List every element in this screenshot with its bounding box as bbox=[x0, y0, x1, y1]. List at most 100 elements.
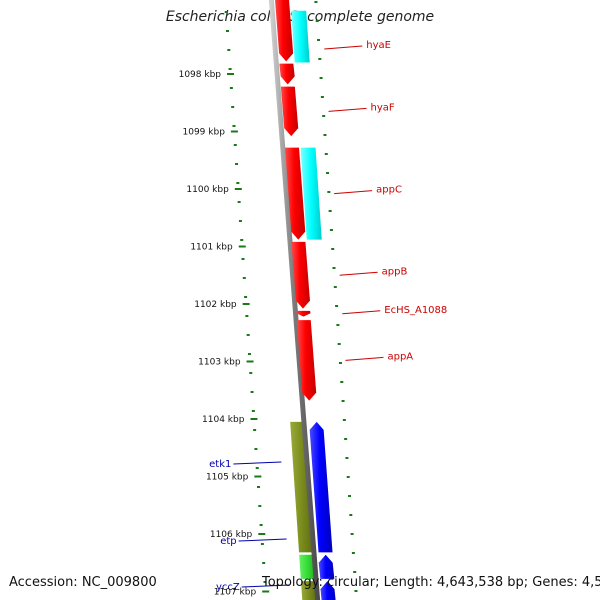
accession-text: Accession: NC_009800 bbox=[9, 575, 157, 590]
gene-forward bbox=[275, 0, 294, 62]
scale-tick-label: 1100 kbp bbox=[186, 185, 229, 195]
ruler-dot bbox=[233, 144, 237, 146]
ruler-dot bbox=[241, 258, 245, 260]
label-leader bbox=[342, 310, 381, 315]
ruler-dot bbox=[260, 543, 264, 545]
gene-forward bbox=[296, 320, 317, 401]
ruler-dot bbox=[350, 533, 354, 535]
label-leader bbox=[328, 107, 367, 112]
ruler-dot bbox=[337, 343, 341, 345]
ruler-dot bbox=[240, 239, 244, 241]
ruler-dot bbox=[315, 20, 319, 22]
ruler-dot bbox=[262, 562, 266, 564]
ruler-dot bbox=[345, 457, 349, 459]
ruler-dot bbox=[314, 1, 318, 3]
ruler-dot bbox=[336, 324, 340, 326]
gene-label: appA bbox=[387, 351, 413, 362]
ruler-dot bbox=[245, 315, 249, 317]
cds-block bbox=[291, 10, 310, 63]
ruler-dot bbox=[224, 11, 228, 13]
gene-label: appC bbox=[376, 185, 402, 196]
ruler-dot bbox=[326, 172, 330, 174]
ruler-dot bbox=[331, 248, 335, 250]
ruler-dot bbox=[247, 353, 251, 355]
ruler-dot bbox=[328, 210, 332, 212]
ruler-dot bbox=[322, 115, 326, 117]
ruler-dot bbox=[255, 467, 259, 469]
scale-tick-label: 1106 kbp bbox=[210, 530, 253, 540]
ruler-dot bbox=[254, 448, 258, 450]
ruler-dot bbox=[346, 476, 350, 478]
ruler-dot bbox=[246, 334, 250, 336]
ruler-dot bbox=[231, 106, 235, 108]
cds-track bbox=[290, 10, 322, 600]
ruler-dot bbox=[342, 419, 346, 421]
gene-label: hyaF bbox=[371, 102, 395, 113]
gene-forward bbox=[280, 86, 299, 137]
ruler-dot bbox=[344, 438, 348, 440]
ruler-dot bbox=[235, 163, 239, 165]
label-leader bbox=[324, 45, 363, 50]
ruler-dot bbox=[317, 39, 321, 41]
ruler-dot bbox=[227, 49, 231, 51]
ruler-dot bbox=[238, 220, 242, 222]
cds-block bbox=[300, 147, 322, 240]
ruler-dot bbox=[351, 552, 355, 554]
cds-block bbox=[299, 554, 316, 579]
ruler-dot bbox=[341, 400, 345, 402]
gene-forward bbox=[285, 147, 306, 240]
gene-forward bbox=[296, 310, 311, 317]
gene-label: etp bbox=[220, 536, 236, 547]
ruler-dot bbox=[329, 229, 333, 231]
ruler-dot bbox=[263, 581, 267, 583]
ruler-dot bbox=[253, 429, 257, 431]
gene-reverse bbox=[318, 554, 335, 579]
scale-tick-label: 1105 kbp bbox=[206, 473, 249, 483]
ruler-dot bbox=[348, 495, 352, 497]
scale-tick-label: 1099 kbp bbox=[183, 128, 226, 138]
scale-tick-label: 1102 kbp bbox=[194, 300, 237, 310]
label-leader bbox=[238, 538, 287, 542]
ruler-dot bbox=[323, 134, 327, 136]
genome-summary: Topology: circular; Length: 4,643,538 bp… bbox=[262, 575, 600, 590]
ruler-dot bbox=[236, 182, 240, 184]
ruler-dot bbox=[340, 381, 344, 383]
ruler-dot bbox=[249, 372, 253, 374]
scale-ticks: 1098 kbp 1099 kbp 1100 kbp 1101 kbp 1102 kbp… bbox=[179, 70, 270, 598]
gene-label: etk1 bbox=[209, 459, 231, 470]
gene-forward bbox=[279, 63, 295, 85]
ruler-dot bbox=[327, 191, 331, 193]
ruler-dot bbox=[257, 486, 261, 488]
ruler-dot bbox=[237, 201, 241, 203]
label-leader bbox=[345, 356, 384, 361]
ruler-dot bbox=[320, 96, 324, 98]
gene-label: appB bbox=[382, 266, 408, 277]
ruler-dot bbox=[353, 571, 357, 573]
ruler-dot bbox=[229, 87, 233, 89]
ruler-dot bbox=[226, 30, 230, 32]
ruler-dot bbox=[250, 391, 254, 393]
ruler-dot bbox=[232, 125, 236, 127]
ruler-dot bbox=[244, 296, 248, 298]
ruler-dots bbox=[224, 1, 358, 592]
gene-label: EcHS_A1088 bbox=[384, 305, 447, 316]
ruler-dot bbox=[332, 267, 336, 269]
ruler-dot bbox=[319, 77, 323, 79]
scale-tick-label: 1107 kbp bbox=[214, 588, 257, 598]
gene-reverse bbox=[309, 421, 333, 553]
ruler-dot bbox=[318, 58, 322, 60]
ruler-dot bbox=[228, 68, 232, 70]
gene-forward bbox=[291, 241, 310, 309]
ruler-dot bbox=[349, 514, 353, 516]
ruler-dot bbox=[338, 362, 342, 364]
gene-labels: hyaE hyaF appC appB EcHS_A1088 appA etk1 etp ycc… bbox=[209, 40, 447, 593]
gene-reverse bbox=[320, 581, 336, 600]
ruler-dot bbox=[251, 410, 255, 412]
gene-track bbox=[275, 0, 336, 600]
cds-block bbox=[290, 421, 315, 553]
cds-block bbox=[300, 581, 318, 600]
backbone-line bbox=[268, 0, 321, 600]
ruler-dot bbox=[335, 305, 339, 307]
scale-tick-label: 1103 kbp bbox=[198, 358, 241, 368]
